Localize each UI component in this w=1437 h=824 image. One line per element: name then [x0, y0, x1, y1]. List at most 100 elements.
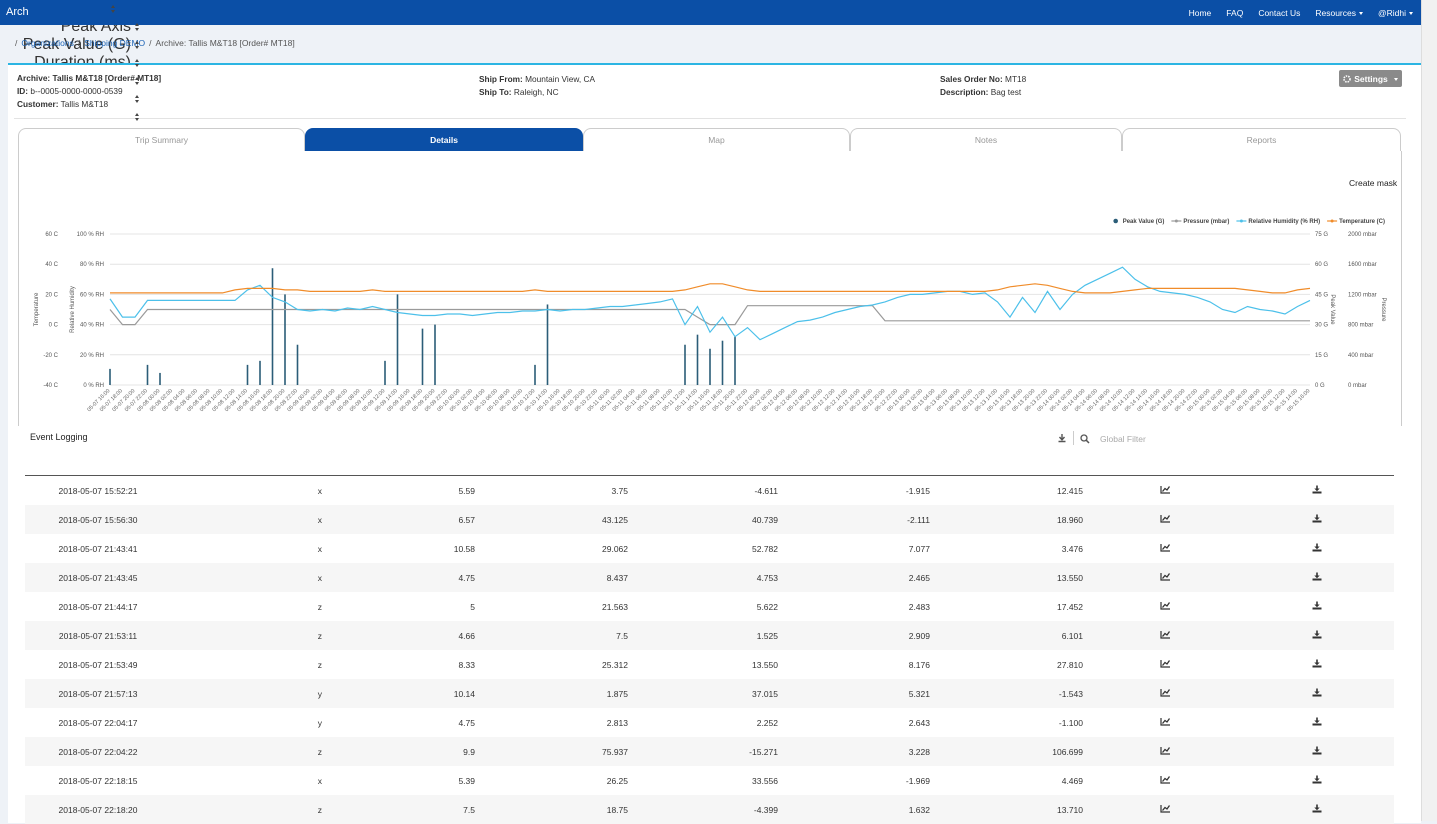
graph-button[interactable]: [1155, 601, 1175, 612]
table-cell: z: [317, 660, 322, 670]
info-label: Ship From:: [479, 74, 523, 84]
breadcrumb-item[interactable]: Shipping DEMO: [84, 38, 146, 48]
table-cell: 2018-05-07 22:18:20: [58, 805, 138, 815]
table-row: [25, 650, 1394, 679]
axis-tick-label: 0 mbar: [1348, 383, 1367, 389]
nav-link[interactable]: Contact Us: [1258, 8, 1301, 18]
download-button[interactable]: [1307, 746, 1327, 757]
info-value: b--0005-0000-0000-0539: [30, 86, 123, 96]
graph-button[interactable]: [1155, 659, 1175, 670]
download-button[interactable]: [1307, 630, 1327, 641]
create-mask[interactable]: Create mask: [1349, 178, 1398, 188]
tab[interactable]: Notes: [850, 128, 1122, 151]
series-line: [109, 305, 1310, 326]
nav-link[interactable]: Home: [1188, 8, 1212, 18]
table-cell: x: [317, 776, 322, 786]
download-button[interactable]: [1307, 485, 1327, 496]
download-button[interactable]: [1307, 514, 1327, 525]
table-cell: y: [317, 718, 322, 728]
table-cell: 4.469: [1061, 776, 1083, 786]
nav-link[interactable]: @Ridhi: [1378, 8, 1413, 18]
table-cell: 2018-05-07 21:53:11: [58, 631, 138, 641]
breadcrumb-separator: /: [77, 38, 81, 48]
table-cell: 18.960: [1057, 515, 1083, 525]
legend-label: Peak Value (G): [1123, 219, 1165, 225]
brand[interactable]: Arch: [6, 6, 29, 18]
graph-button[interactable]: [1155, 717, 1175, 728]
nav-link[interactable]: FAQ: [1226, 8, 1244, 18]
table-cell: 12.415: [1057, 486, 1083, 496]
sort-icon: [135, 40, 140, 49]
table-row: [25, 708, 1394, 737]
graph-button[interactable]: [1155, 514, 1175, 525]
breadcrumb-item[interactable]: Organizations: [21, 38, 74, 48]
info-value: Bag test: [990, 87, 1022, 97]
settings-button[interactable]: Settings: [1339, 70, 1402, 87]
sort-icon: [135, 112, 140, 121]
graph-button[interactable]: [1155, 775, 1175, 786]
graph-button[interactable]: [1155, 804, 1175, 815]
table-cell: -15.271: [749, 747, 778, 757]
graph-button[interactable]: [1155, 746, 1175, 757]
axis-title: Peak Value: [1329, 294, 1335, 325]
bar: [296, 344, 299, 385]
download-button[interactable]: [1307, 775, 1327, 786]
table-cell: 25.312: [602, 660, 628, 670]
download-button[interactable]: [1307, 601, 1327, 612]
table-cell: z: [317, 602, 322, 612]
graph-button[interactable]: [1155, 630, 1175, 641]
table-cell: y: [317, 689, 322, 699]
download-button[interactable]: [1307, 688, 1327, 699]
icon: [1312, 543, 1322, 552]
axis-tick-label: 0 C: [49, 323, 59, 329]
graph-button[interactable]: [1155, 543, 1175, 554]
tab[interactable]: Reports: [1122, 128, 1401, 151]
icon: [1159, 631, 1170, 639]
info-value: Raleigh, NC: [513, 87, 559, 97]
bar: [109, 368, 111, 385]
table-cell: 2.252: [756, 718, 778, 728]
table-cell: 3.476: [1061, 544, 1083, 554]
export-icon[interactable]: [1057, 433, 1067, 443]
column-header[interactable]: Peak Value (G): [0, 36, 140, 54]
axis-tick-label: -20 C: [43, 353, 58, 359]
graph-button[interactable]: [1155, 688, 1175, 699]
table-cell: 3.75: [611, 486, 628, 496]
table-cell: 6.57: [458, 515, 475, 525]
table-cell: 5.321: [908, 689, 930, 699]
axis-title: Pressure: [1380, 297, 1386, 322]
global-filter[interactable]: Global Filter: [1100, 434, 1146, 444]
axis-tick-label: 60 % RH: [80, 292, 104, 298]
download-button[interactable]: [1307, 717, 1327, 728]
axis-tick-label: 800 mbar: [1348, 323, 1373, 329]
table-cell: 1.875: [606, 689, 628, 699]
breadcrumb: / Organizations / Shipping DEMO / Archive: Ta…: [15, 38, 295, 48]
tab[interactable]: Details: [305, 128, 583, 151]
download-button[interactable]: [1307, 659, 1327, 670]
axis-tick-label: 20 % RH: [80, 353, 104, 359]
download-button[interactable]: [1307, 804, 1327, 815]
info-mid: Ship From: Mountain View, CA Ship To: Ra…: [479, 73, 595, 99]
table-cell: z: [317, 747, 322, 757]
graph-button[interactable]: [1155, 572, 1175, 583]
sort-icon: [135, 58, 140, 67]
download-button[interactable]: [1307, 572, 1327, 583]
icon: [1159, 602, 1170, 610]
nav-link[interactable]: Resources: [1315, 8, 1363, 18]
axis-tick-label: 75 G: [1315, 232, 1328, 238]
icon: [1312, 746, 1322, 755]
axis-tick-label: 400 mbar: [1348, 353, 1373, 359]
download-button[interactable]: [1307, 543, 1327, 554]
table-cell: -1.100: [1058, 718, 1083, 728]
axis-tick-label: 100 % RH: [77, 232, 104, 238]
table-cell: x: [317, 573, 322, 583]
graph-button[interactable]: [1155, 485, 1175, 496]
table-cell: 1.632: [908, 805, 930, 815]
table-cell: z: [317, 805, 322, 815]
axis-tick-label: 15 G: [1315, 353, 1328, 359]
bar: [434, 324, 436, 385]
tab[interactable]: Map: [583, 128, 850, 151]
axis-tick-label: 20 C: [45, 292, 58, 298]
bar: [284, 294, 286, 385]
tab[interactable]: Trip Summary: [18, 128, 305, 151]
